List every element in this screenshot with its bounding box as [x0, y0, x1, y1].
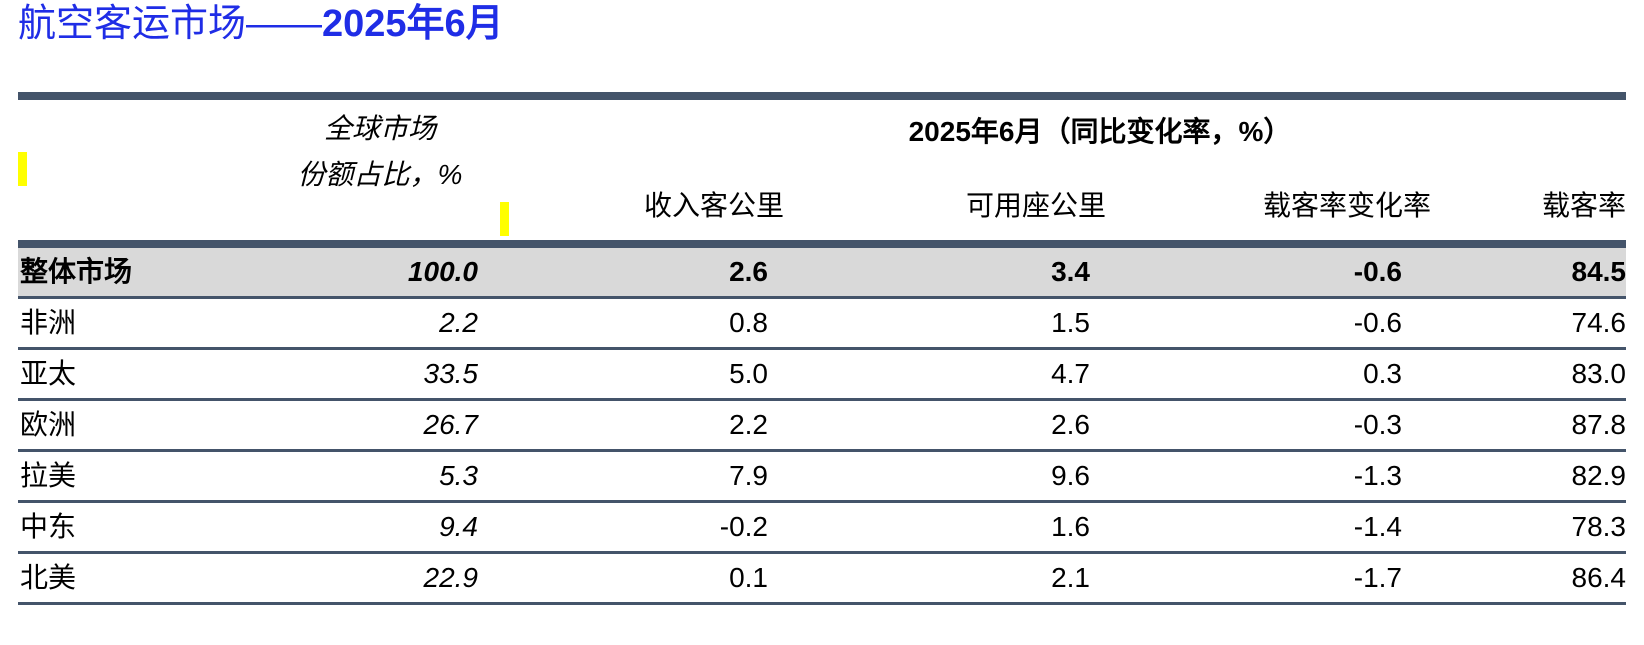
period-header: 2025年6月（同比变化率，%）: [908, 116, 1292, 147]
plf-cell: 82.9: [1571, 460, 1627, 491]
col-header-plf: 载客率: [1541, 190, 1626, 221]
rpk-cell: 0.8: [729, 307, 768, 338]
share-cell: 100.0: [407, 256, 478, 287]
ask-cell: 1.6: [1051, 511, 1090, 542]
table-row: 亚太 33.5 5.0 4.7 0.3 83.0: [18, 350, 1626, 401]
plf-change-cell: -0.6: [1353, 307, 1402, 338]
plf-change-cell: -1.4: [1353, 511, 1402, 542]
plf-cell: 86.4: [1571, 562, 1627, 593]
region-cell: 欧洲: [20, 409, 77, 440]
share-header-line1: 全球市场: [323, 113, 436, 144]
plf-change-cell: -1.7: [1353, 562, 1402, 593]
title-period: 2025年6月: [322, 3, 504, 45]
plf-change-cell: -0.3: [1353, 409, 1402, 440]
highlight-marker: [18, 152, 27, 186]
region-cell: 北美: [20, 562, 77, 593]
table-row: 拉美 5.3 7.9 9.6 -1.3 82.9: [18, 452, 1626, 503]
table-row: 非洲 2.2 0.8 1.5 -0.6 74.6: [18, 299, 1626, 350]
plf-cell: 74.6: [1571, 307, 1627, 338]
share-cell: 9.4: [439, 511, 478, 542]
share-cell: 33.5: [423, 358, 479, 389]
highlight-marker: [500, 202, 509, 236]
share-cell: 2.2: [439, 307, 478, 338]
rpk-cell: 0.1: [729, 562, 768, 593]
ask-cell: 3.4: [1051, 256, 1090, 287]
plf-change-cell: -0.6: [1353, 256, 1402, 287]
rpk-cell: 2.6: [729, 256, 768, 287]
region-cell: 亚太: [20, 358, 77, 389]
plf-cell: 83.0: [1571, 358, 1627, 389]
table-row: 中东 9.4 -0.2 1.6 -1.4 78.3: [18, 503, 1626, 554]
rpk-cell: 5.0: [729, 358, 768, 389]
plf-change-cell: -1.3: [1353, 460, 1402, 491]
header-rule: [18, 240, 1626, 248]
share-header-line2: 份额占比，%: [297, 159, 463, 190]
data-table: 整体市场 100.0 2.6 3.4 -0.6 84.5 非洲 2.2 0.8 1.5 -0.6 74…: [18, 248, 1626, 605]
ask-cell: 2.1: [1051, 562, 1090, 593]
plf-change-cell: 0.3: [1363, 358, 1402, 389]
rpk-cell: 2.2: [729, 409, 768, 440]
ask-cell: 1.5: [1051, 307, 1090, 338]
region-cell: 整体市场: [20, 256, 133, 287]
table-row: 北美 22.9 0.1 2.1 -1.7 86.4: [18, 554, 1626, 605]
plf-cell: 78.3: [1571, 511, 1627, 542]
share-cell: 5.3: [439, 460, 478, 491]
rpk-cell: 7.9: [729, 460, 768, 491]
ask-cell: 2.6: [1051, 409, 1090, 440]
share-header: 全球市场 份额占比，%: [280, 106, 480, 198]
region-cell: 拉美: [20, 460, 77, 491]
share-cell: 26.7: [423, 409, 479, 440]
title-main: 航空客运市场——: [18, 3, 323, 45]
ask-cell: 4.7: [1051, 358, 1090, 389]
table-row-total: 整体市场 100.0 2.6 3.4 -0.6 84.5: [18, 248, 1626, 299]
plf-cell: 84.5: [1571, 256, 1627, 287]
plf-cell: 87.8: [1571, 409, 1627, 440]
ask-cell: 9.6: [1051, 460, 1090, 491]
page-title: 航空客运市场——2025年6月: [18, 2, 504, 46]
table-row: 欧洲 26.7 2.2 2.6 -0.3 87.8: [18, 401, 1626, 452]
share-cell: 22.9: [423, 562, 479, 593]
top-rule: [18, 92, 1626, 100]
region-cell: 非洲: [20, 307, 77, 338]
region-cell: 中东: [20, 511, 77, 542]
rpk-cell: -0.2: [719, 511, 768, 542]
col-header-plf-change: 载客率变化率: [1262, 190, 1431, 221]
col-header-ask: 可用座公里: [965, 190, 1106, 221]
col-header-rpk: 收入客公里: [643, 190, 784, 221]
